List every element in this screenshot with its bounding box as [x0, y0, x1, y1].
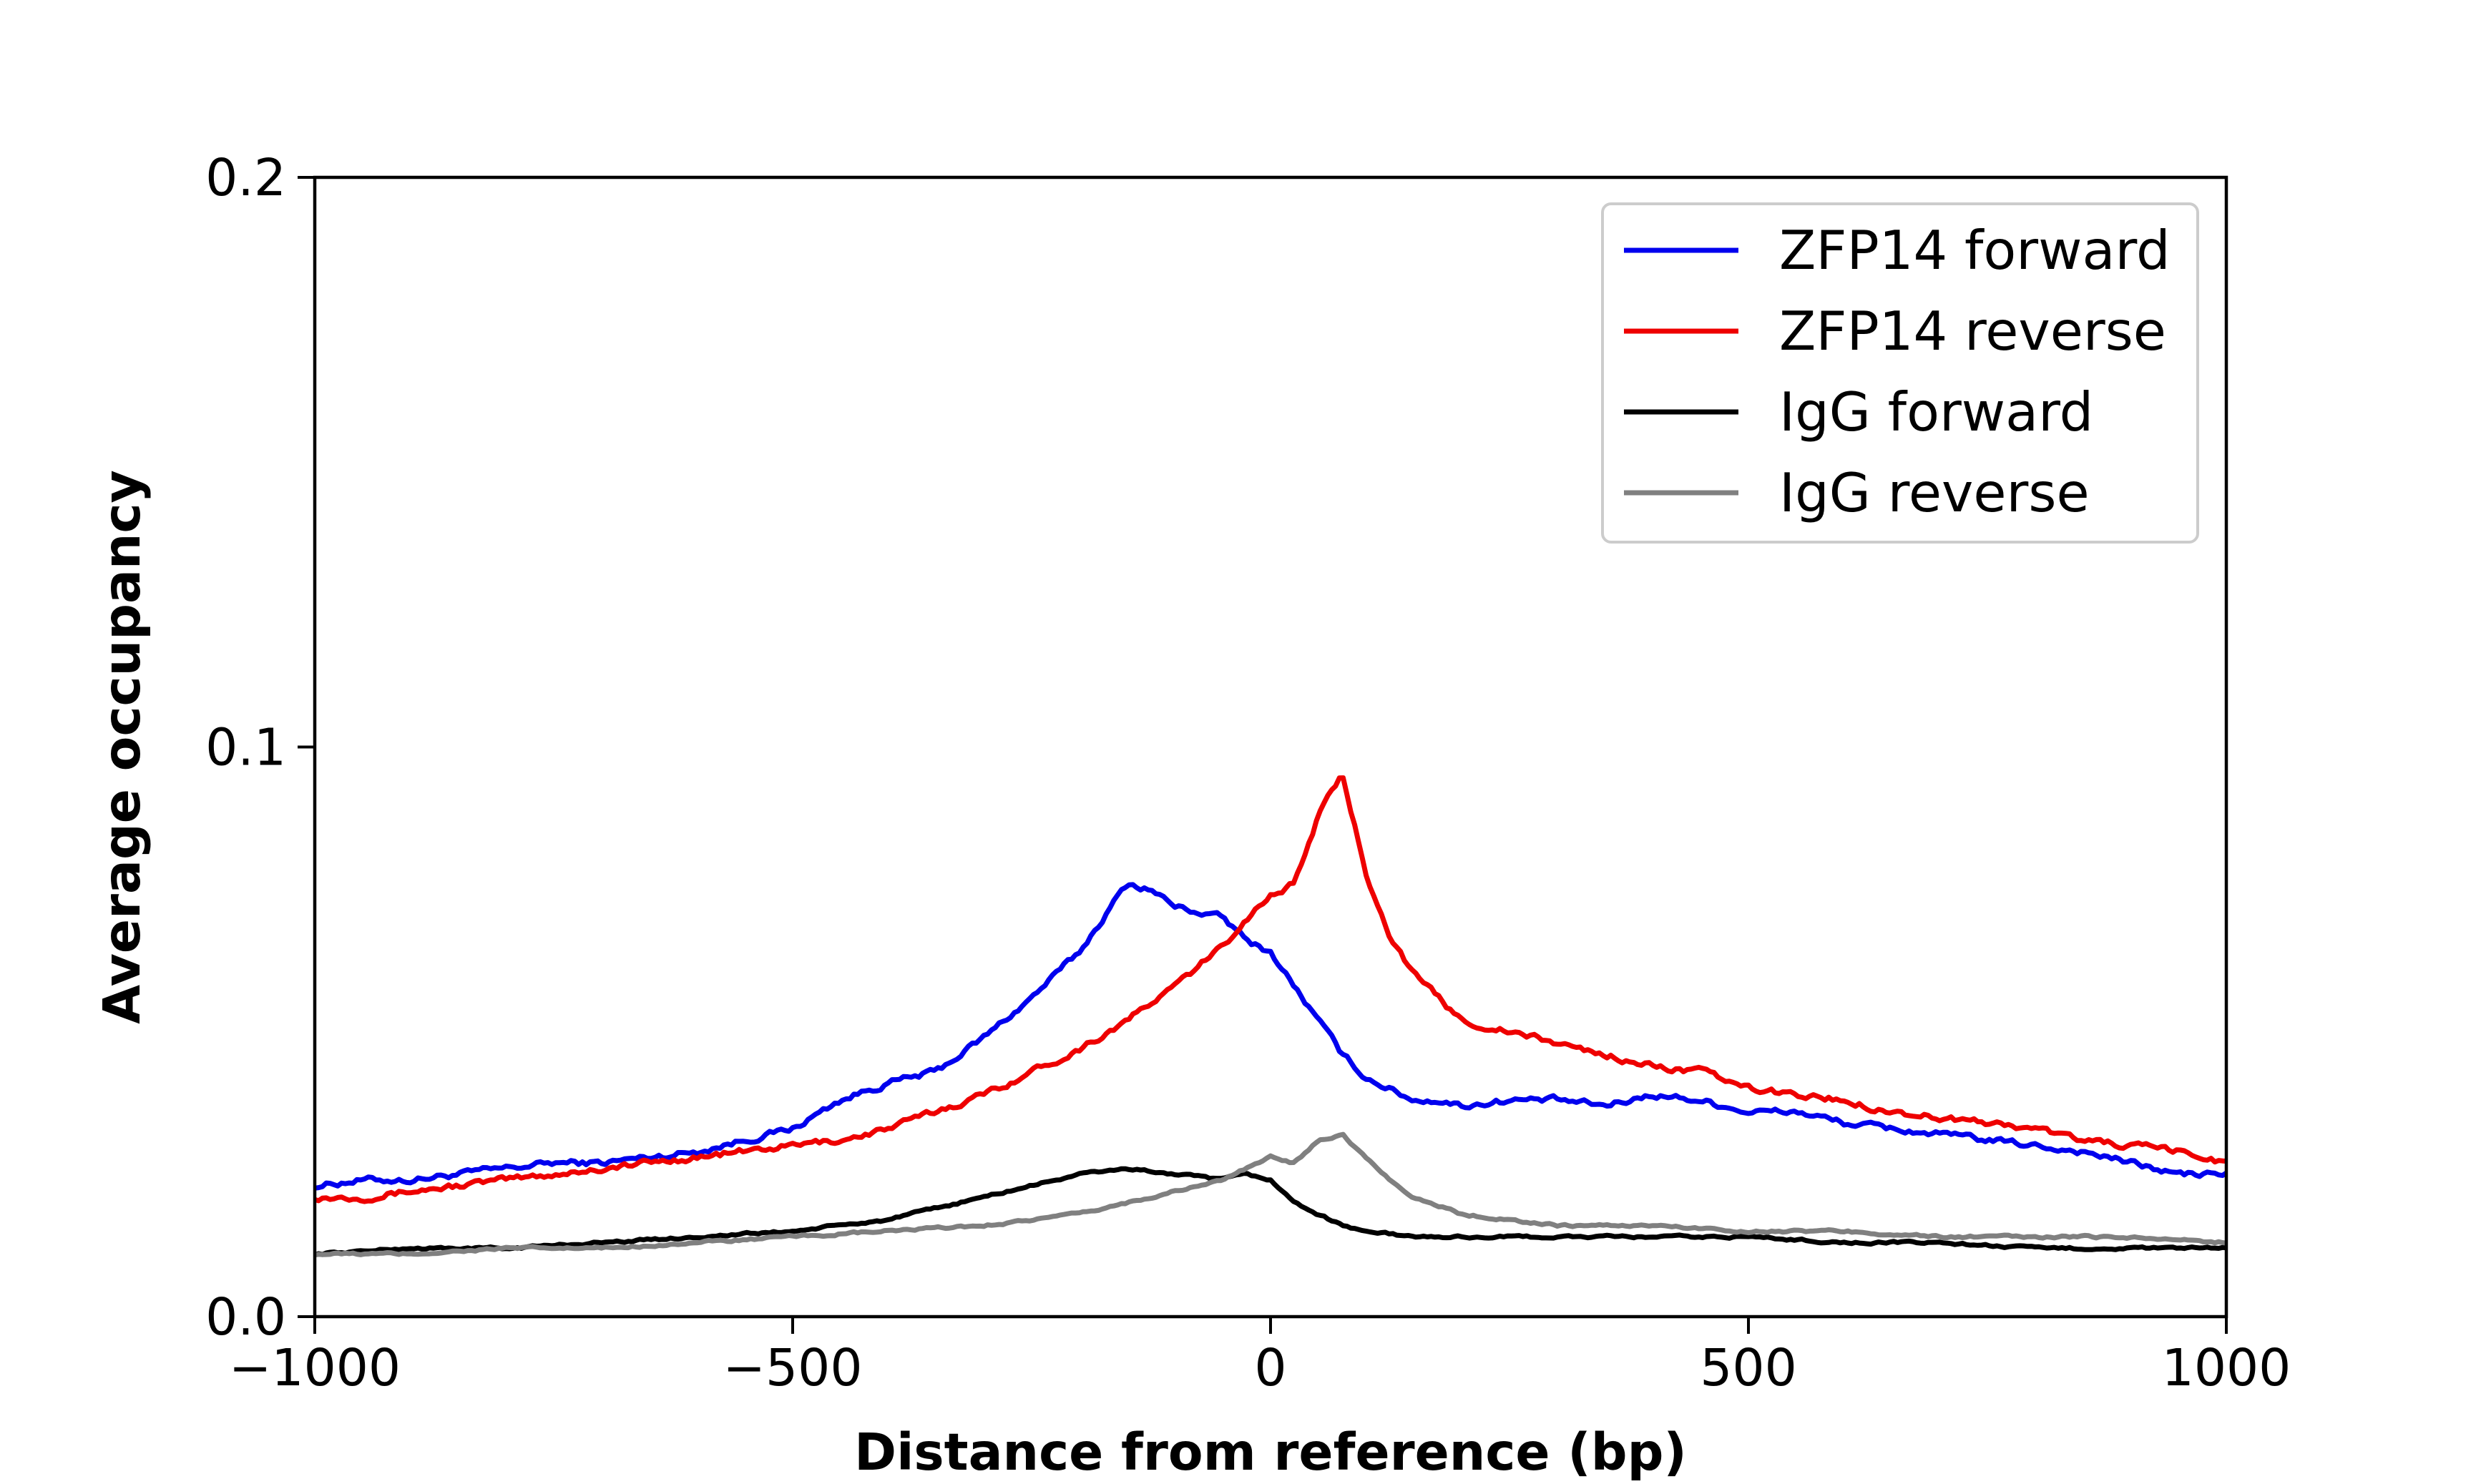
legend-label: ZFP14 reverse [1779, 300, 2166, 363]
legend: ZFP14 forward ZFP14 reverse IgG forward IgG… [1601, 202, 2199, 544]
legend-label: IgG reverse [1779, 461, 2090, 524]
x-tick-label: −1000 [229, 1338, 401, 1397]
series-line-2 [313, 775, 2227, 1204]
legend-label: ZFP14 forward [1779, 219, 2171, 282]
series-line-1 [314, 882, 2228, 1191]
y-tick-label: 0.0 [205, 1287, 286, 1347]
x-axis: −1000 −500 0 500 1000 [229, 1317, 2291, 1397]
legend-box [1601, 202, 2199, 544]
y-axis: 0.0 0.1 0.2 [205, 148, 315, 1347]
y-tick-label: 0.1 [205, 718, 286, 777]
series-layer [313, 775, 2228, 1258]
y-axis-title: Average occupancy [92, 470, 152, 1024]
series-line-4 [314, 1131, 2227, 1258]
x-axis-title: Distance from reference (bp) [854, 1422, 1687, 1480]
y-tick-label: 0.2 [205, 148, 286, 207]
legend-label: IgG forward [1779, 380, 2093, 443]
series-line-3 [313, 1166, 2227, 1258]
x-tick-label: 0 [1254, 1338, 1286, 1397]
x-tick-label: 500 [1700, 1338, 1797, 1397]
x-tick-label: 1000 [2162, 1338, 2291, 1397]
x-tick-label: −500 [723, 1338, 862, 1397]
